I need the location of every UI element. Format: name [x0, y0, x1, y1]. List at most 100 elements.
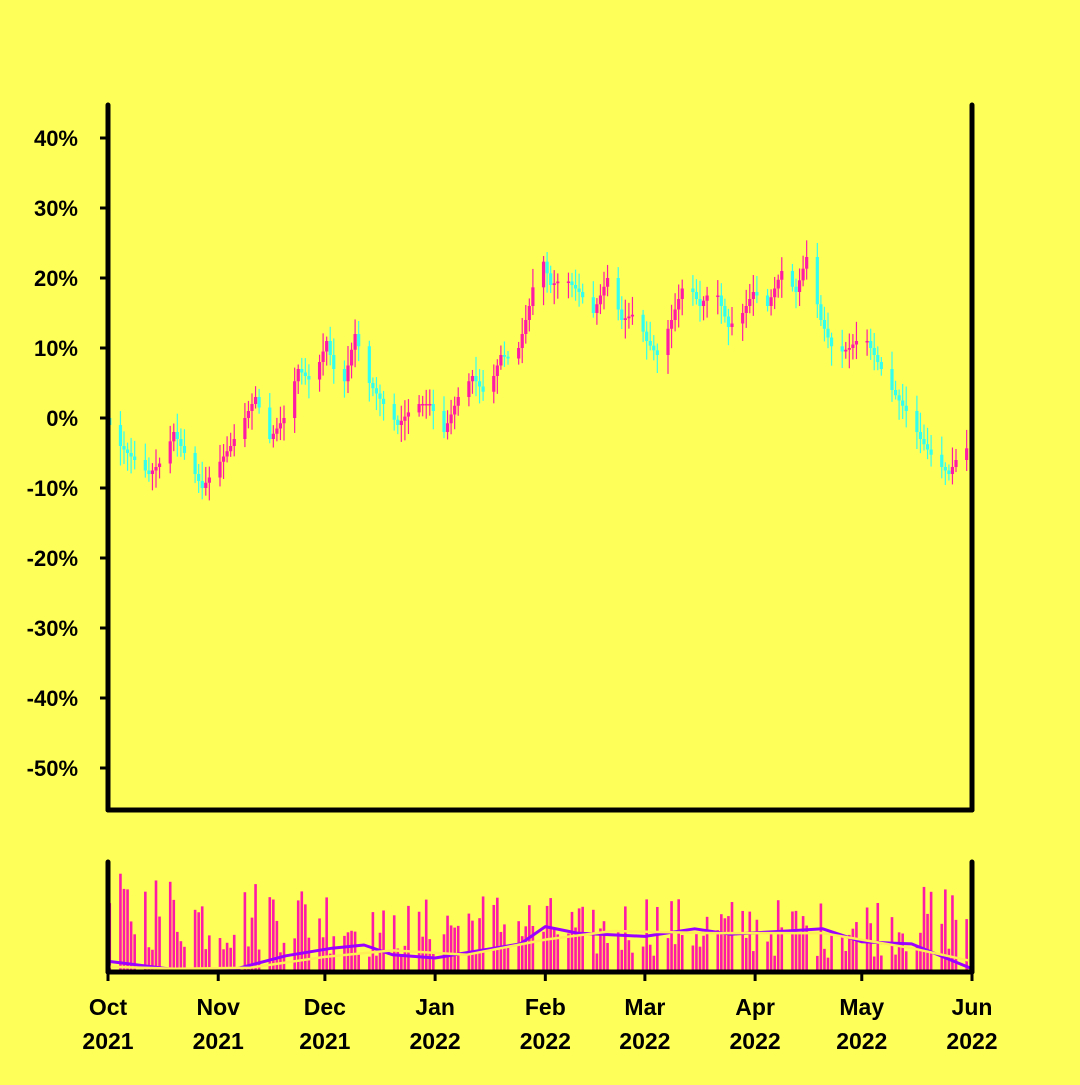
volume-bar: [272, 899, 275, 972]
volume-bar: [496, 897, 499, 972]
candle-body: [904, 405, 908, 411]
candle-body: [492, 376, 496, 392]
volume-bar: [446, 915, 449, 972]
volume-bar: [456, 925, 460, 972]
candle-body: [556, 281, 560, 284]
volume-bar: [119, 873, 122, 972]
candle-body: [605, 278, 610, 287]
volume-bar: [723, 918, 727, 972]
candle-body: [353, 334, 357, 350]
candle-body: [328, 341, 332, 355]
candle-body: [293, 381, 297, 418]
volume-bar: [741, 910, 744, 972]
volume-bar: [357, 953, 360, 972]
volume-bar: [300, 891, 304, 972]
volume-bar: [403, 945, 407, 972]
candle-body: [147, 470, 151, 474]
candle-body: [296, 369, 300, 382]
candle-body: [193, 453, 197, 474]
volume-bar: [666, 938, 670, 972]
candle-body: [627, 316, 631, 319]
volume-bar: [648, 944, 652, 972]
candle-body: [922, 439, 926, 445]
volume-bar: [474, 953, 478, 972]
candle-body: [268, 407, 272, 439]
candle-body: [474, 376, 478, 382]
x-tick-label-year: 2022: [619, 1028, 670, 1054]
y-tick-label: -20%: [27, 546, 78, 571]
volume-bar: [826, 957, 830, 972]
volume-bar: [677, 899, 680, 972]
candle-body: [428, 404, 432, 406]
volume-bar: [926, 913, 929, 972]
volume-bar: [168, 881, 172, 972]
volume-bar: [296, 900, 300, 972]
candle-body: [374, 388, 379, 394]
volume-bar: [193, 909, 197, 972]
candle-body: [691, 288, 695, 292]
volume-bar: [965, 919, 968, 972]
candle-body: [517, 348, 521, 359]
volume-bar: [830, 935, 833, 972]
candle-body: [755, 292, 759, 296]
candle-body: [940, 454, 944, 467]
volume-bar: [176, 931, 179, 972]
price-panel: 40% 30% 20% 10% 0% -10% -20% -30% -40% -50%: [27, 102, 975, 813]
volume-bar: [247, 946, 250, 972]
volume-bar: [904, 951, 908, 972]
candle-body: [246, 411, 251, 418]
volume-bar: [471, 920, 474, 972]
volume-bar: [652, 955, 656, 972]
volume-bar: [570, 911, 574, 972]
y-tick-label: -40%: [27, 686, 78, 711]
candle-body: [467, 381, 471, 397]
candle-body: [602, 286, 606, 296]
volume-bar: [567, 933, 570, 972]
candle-body: [442, 411, 446, 432]
volume-bar: [318, 918, 321, 972]
volume-bar: [727, 916, 730, 972]
candle-body: [652, 345, 656, 351]
volume-bar: [816, 955, 819, 972]
volume-bar: [332, 936, 336, 972]
volume-bar: [805, 925, 808, 972]
volume-bar: [492, 904, 496, 972]
candle-body: [502, 355, 507, 357]
volume-bar: [794, 910, 798, 972]
volume-bar: [499, 931, 503, 972]
x-tick-label-month: Dec: [304, 994, 346, 1020]
volume-bar: [147, 947, 151, 972]
candle-body: [357, 334, 361, 347]
volume-bar: [951, 895, 954, 972]
volume-bar: [552, 927, 556, 972]
volume-bar: [940, 923, 944, 972]
candle-body: [591, 297, 595, 313]
volume-bar: [624, 906, 627, 972]
volume-bar: [919, 932, 922, 972]
candle-body: [371, 383, 375, 389]
candle-body: [655, 350, 659, 355]
volume-bar: [307, 937, 311, 972]
candle-body: [954, 460, 958, 467]
volume-bar: [204, 949, 208, 972]
candle-body: [179, 439, 183, 446]
candle-body: [243, 418, 247, 439]
volume-bar: [200, 906, 204, 972]
candle-body: [716, 295, 720, 297]
volume-bar: [428, 939, 432, 972]
candle-body: [342, 369, 347, 382]
volume-bar: [876, 902, 880, 972]
candle-body: [566, 281, 571, 283]
volume-bar: [542, 931, 545, 972]
y-tick-label: 30%: [34, 196, 78, 221]
candle-body: [143, 460, 147, 471]
candle-body: [780, 271, 784, 280]
candle-body: [552, 283, 556, 285]
candles: [108, 240, 969, 501]
x-tick-label-year: 2021: [193, 1028, 244, 1054]
volume-bar: [602, 921, 606, 972]
candle-body: [677, 299, 681, 310]
volume-bar: [421, 936, 424, 972]
candle-body: [723, 306, 727, 317]
